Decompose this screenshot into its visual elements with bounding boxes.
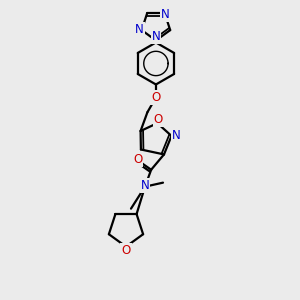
Text: N: N bbox=[141, 179, 149, 192]
Text: O: O bbox=[133, 153, 142, 166]
Text: N: N bbox=[161, 8, 170, 21]
Text: N: N bbox=[152, 30, 160, 43]
Text: N: N bbox=[172, 129, 181, 142]
Text: O: O bbox=[122, 244, 130, 257]
Text: O: O bbox=[154, 113, 163, 126]
Text: O: O bbox=[151, 91, 160, 104]
Text: N: N bbox=[135, 22, 144, 36]
